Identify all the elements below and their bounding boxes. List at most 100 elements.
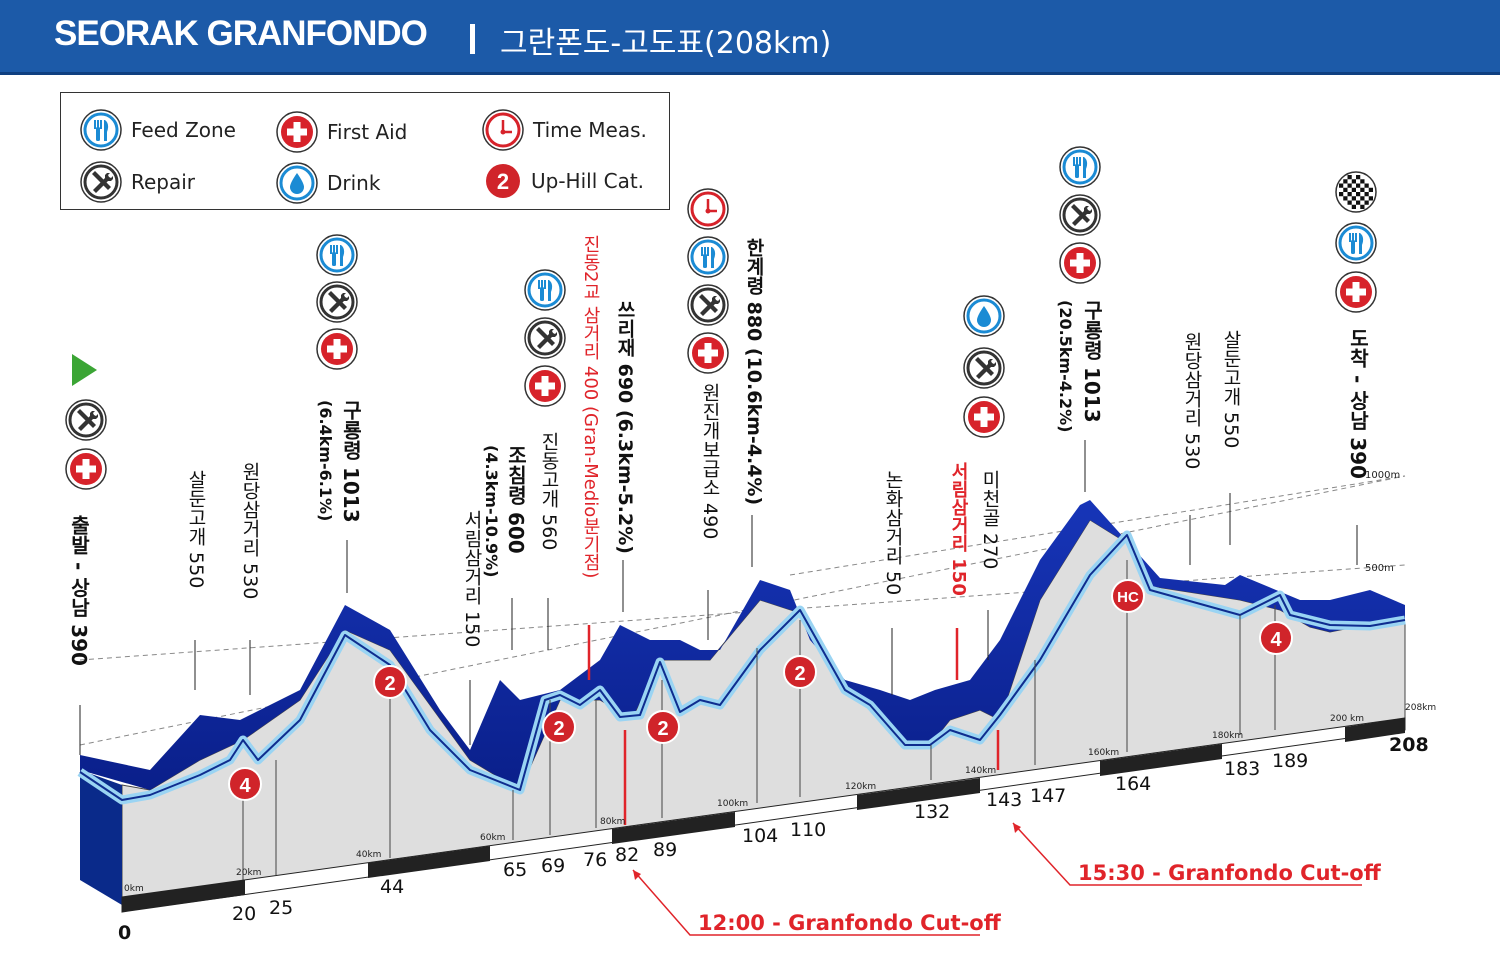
waypoint-finish: 도착 - 상남 390 xyxy=(1346,328,1370,479)
first-aid-icon xyxy=(1335,271,1377,313)
feed-zone-icon xyxy=(315,233,359,277)
svg-text:60km: 60km xyxy=(480,833,505,843)
repair-icon xyxy=(315,280,359,324)
distance-label: 183 xyxy=(1224,758,1261,780)
climb-cat-badge: 2 xyxy=(373,665,407,699)
waypoint-salungogae-2: 살둔고개 550 xyxy=(1220,330,1242,449)
legend-drink: Drink xyxy=(275,161,380,205)
first-aid-icon xyxy=(65,448,107,490)
distance-label: 147 xyxy=(1030,785,1067,807)
start-flag-icon xyxy=(72,354,97,386)
climb-cat-badge: 2 xyxy=(646,710,680,744)
first-aid-icon xyxy=(687,332,729,374)
svg-text:208km: 208km xyxy=(1405,703,1436,713)
distance-label: 104 xyxy=(742,825,779,847)
ground-face xyxy=(121,519,1406,906)
waypoint-guryong-1: 구룡령 1013 xyxy=(339,400,363,523)
cutoff-label-2: 15:30 - Granfondo Cut-off xyxy=(1078,861,1381,885)
climb-cat-badge: 2 xyxy=(783,655,817,689)
legend-box: Feed Zone First Aid Time Meas. Repair Dr… xyxy=(60,92,670,210)
svg-text:80km: 80km xyxy=(600,817,625,827)
svg-text:120km: 120km xyxy=(845,782,876,792)
svg-text:2: 2 xyxy=(657,718,668,740)
profile-left-wall xyxy=(80,770,122,905)
distance-label: 82 xyxy=(615,844,640,866)
first-aid-icon xyxy=(1059,242,1101,284)
distance-label: 143 xyxy=(986,789,1023,811)
climb-cat-badge: 4 xyxy=(1259,621,1293,655)
climb-cat-badge: 2 xyxy=(542,710,576,744)
legend-uphill-cat: 2 Up-Hill Cat. xyxy=(483,161,644,201)
waypoint-micheon: 미천골 270 xyxy=(979,470,1001,570)
cutoff-arrowhead-1 xyxy=(633,870,641,880)
waypoint-guryong-2: 구룡령 1013 xyxy=(1080,300,1104,423)
waypoint-seorim-1: 서림삼거리 150 xyxy=(461,510,483,648)
waypoint-guryong-1-sub: (6.4km-6.1%) xyxy=(316,400,335,522)
legend-drink-label: Drink xyxy=(327,171,381,195)
svg-text:4: 4 xyxy=(239,775,251,797)
cutoff-label-1: 12:00 - Granfondo Cut-off xyxy=(698,911,1001,935)
waypoint-salungogae-1: 살둔고개 550 xyxy=(185,470,207,589)
svg-text:2: 2 xyxy=(497,169,509,194)
legend-repair: Repair xyxy=(79,160,195,204)
svg-text:140km: 140km xyxy=(965,766,996,776)
distance-label: 89 xyxy=(653,839,678,861)
svg-text:20km: 20km xyxy=(236,868,261,878)
page-subtitle: 그란폰도-고도표(208km) xyxy=(500,26,832,61)
waypoint-start: 출발 - 상남 390 xyxy=(67,515,91,666)
climb-cat-badge: HC xyxy=(1111,579,1145,613)
km-tick-labels: 0km 20km 40km 60km 80km 100km 120km 140k… xyxy=(124,703,1436,894)
first-aid-icon xyxy=(524,365,566,407)
feed-zone-icon xyxy=(686,235,730,279)
first-aid-icon xyxy=(316,328,358,370)
svg-text:180km: 180km xyxy=(1212,731,1243,741)
repair-icon xyxy=(1058,193,1102,237)
distance-label: 208 xyxy=(1389,734,1429,756)
legend-repair-label: Repair xyxy=(131,170,196,194)
distance-label: 110 xyxy=(790,819,827,841)
distance-label: 76 xyxy=(583,849,608,871)
ref-line-1000 xyxy=(789,475,1406,576)
distance-label: 25 xyxy=(269,897,294,919)
svg-text:100km: 100km xyxy=(717,799,748,809)
climb-cat-badge: 4 xyxy=(228,767,262,801)
svg-text:4: 4 xyxy=(1270,629,1282,651)
uphill-category-icon: 2 xyxy=(486,164,520,198)
waypoint-wondang-1: 원당삼거리 530 xyxy=(239,462,261,600)
page-title: SEORAK GRANFONDO xyxy=(54,14,428,53)
distance-ruler xyxy=(121,717,1406,913)
waypoint-jindong-junction: 진동2교 삼거리 400 (Gran-Medio분기점) xyxy=(580,235,601,579)
feed-zone-icon xyxy=(1058,145,1102,189)
waypoint-leader-lines xyxy=(79,440,1358,755)
distance-label: 20 xyxy=(232,903,257,925)
distance-label: 0 xyxy=(118,922,132,944)
svg-text:2: 2 xyxy=(553,718,564,740)
drink-icon xyxy=(962,294,1006,338)
distance-label: 189 xyxy=(1272,750,1309,772)
svg-text:HC: HC xyxy=(1117,589,1139,606)
cutoff-arrowhead-2 xyxy=(1013,823,1021,833)
distance-label: 44 xyxy=(380,876,405,898)
climb-category-badges: 4 2 2 2 2 HC 4 xyxy=(228,579,1293,801)
label-1000m: 1000m xyxy=(1365,470,1400,481)
waypoint-wonjin: 원진개보급소 490 xyxy=(699,383,721,540)
svg-text:160km: 160km xyxy=(1088,748,1119,758)
legend-feed-zone-label: Feed Zone xyxy=(131,118,236,142)
repair-icon xyxy=(64,398,108,442)
distance-label: 65 xyxy=(503,859,528,881)
first-aid-icon xyxy=(963,396,1005,438)
legend-time-meas: Time Meas. xyxy=(481,108,647,152)
cutoff-arrow-1 xyxy=(632,869,980,936)
distance-label: 132 xyxy=(914,801,951,823)
repair-icon xyxy=(686,283,730,327)
waypoint-hangye: 한계령 880 (10.6km-4.4%) xyxy=(743,238,765,506)
svg-text:40km: 40km xyxy=(356,850,381,860)
title-separator xyxy=(470,24,475,54)
waypoint-ssiri: 쓰리재 690 (6.3km-5.2%) xyxy=(614,300,636,554)
label-500m: 500m xyxy=(1365,563,1394,574)
repair-icon xyxy=(962,346,1006,390)
feed-zone-icon xyxy=(1334,221,1378,265)
legend-feed-zone: Feed Zone xyxy=(79,108,236,152)
distance-label: 164 xyxy=(1115,773,1152,795)
waypoint-guryong-2-sub: (20.5km-4.2%) xyxy=(1056,300,1075,433)
